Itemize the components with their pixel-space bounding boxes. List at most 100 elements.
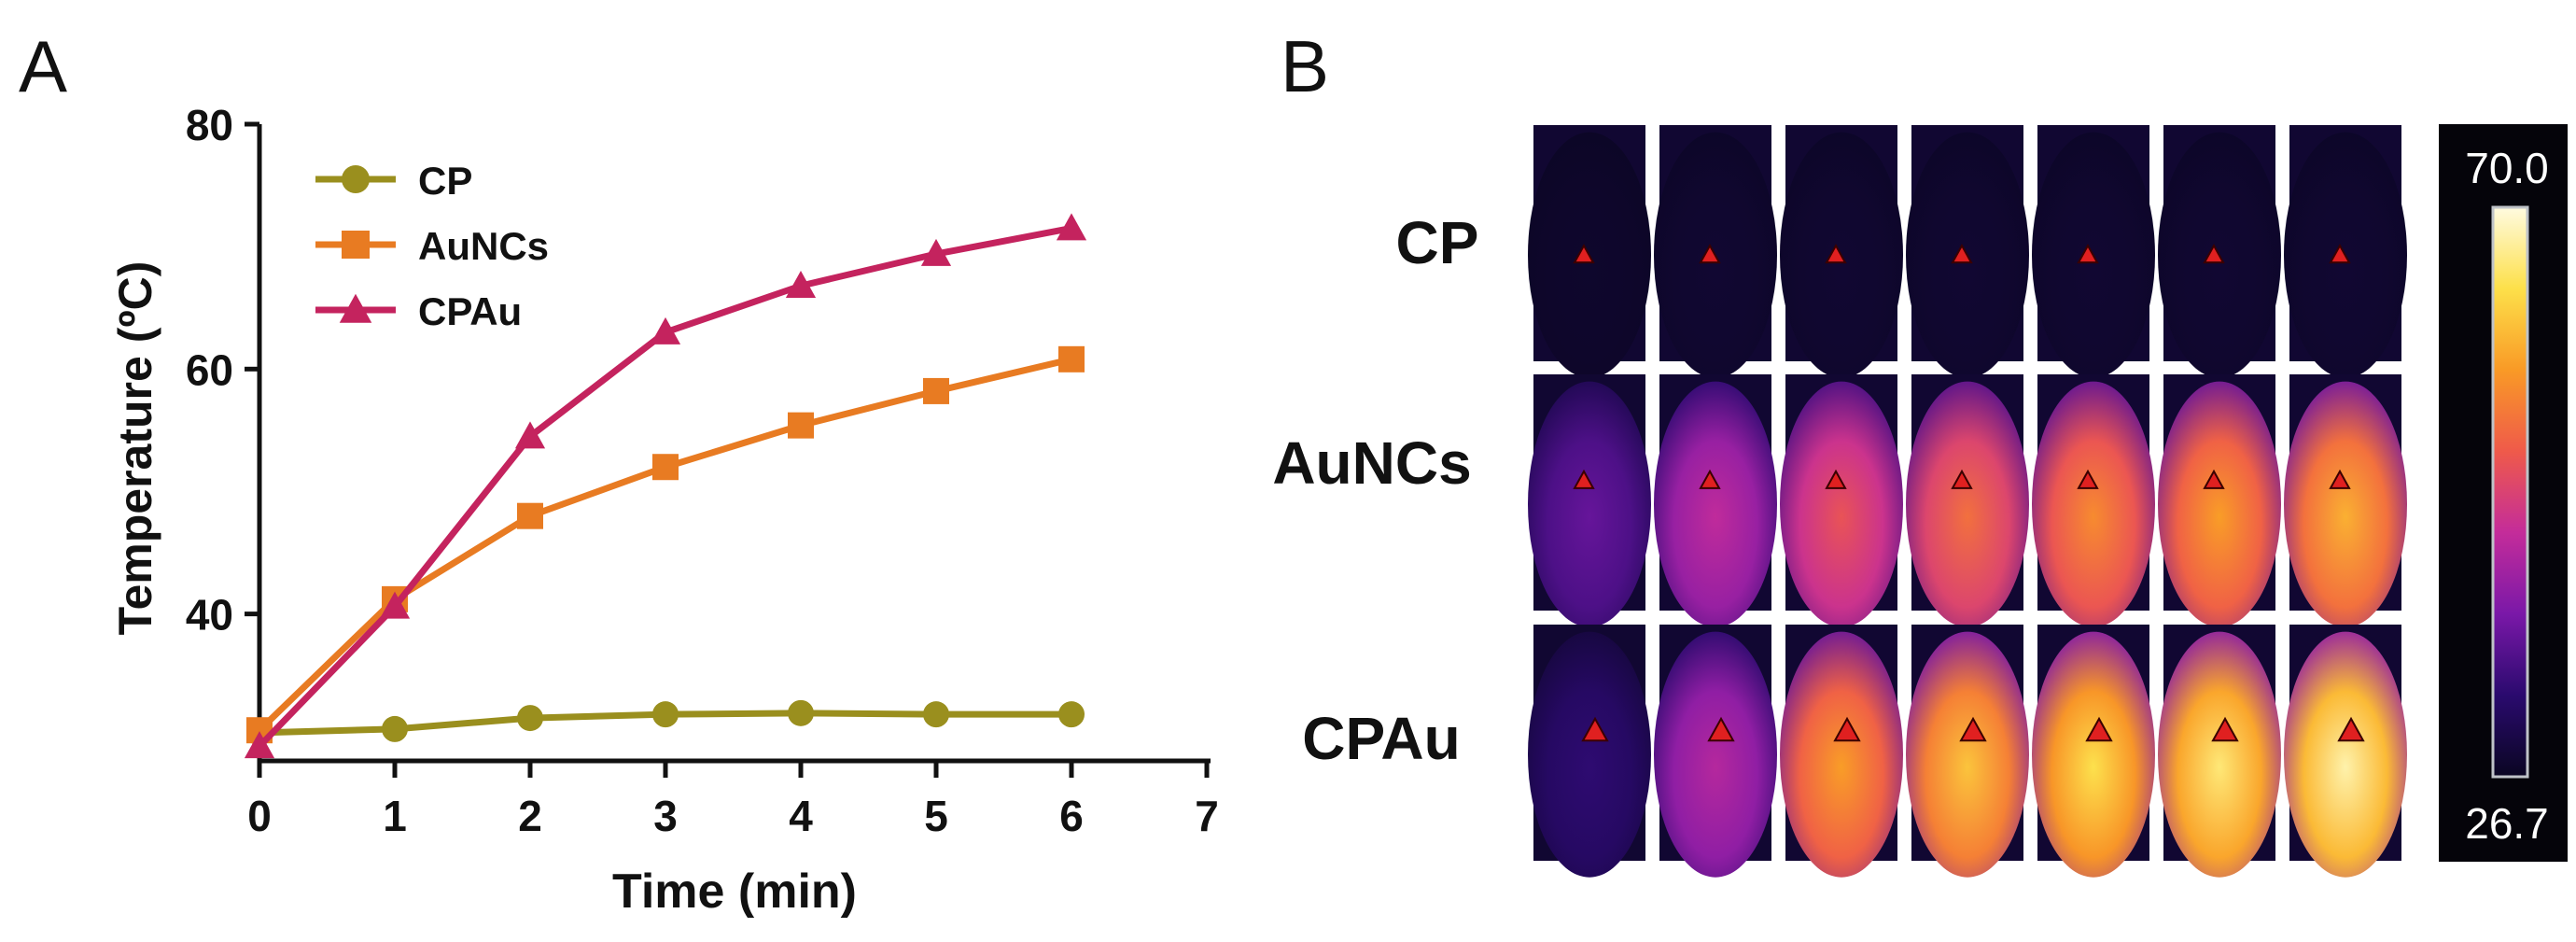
thermal-tile-cp-1 [1528,125,1651,378]
row-label-cpau: CPAu [1302,705,1460,772]
measurement-marker-icon [2077,244,2099,264]
x-tick-label: 4 [789,792,813,840]
x-tick-label: 3 [653,792,678,840]
heat-spot [1654,381,1777,627]
heat-spot [1528,381,1651,627]
row-label-cp: CP [1396,209,1479,276]
measurement-marker-icon [1581,716,1609,742]
thermal-tile-cp-2 [1654,125,1777,378]
colorbar-max-label: 70.0 [2465,144,2549,192]
measurement-marker-icon [2329,469,2351,489]
x-tick-label: 6 [1059,792,1084,840]
data-point-auncs [923,377,949,404]
data-point-auncs [1058,345,1085,373]
heat-spot [2032,631,2155,878]
measurement-marker-icon [1951,244,1973,264]
y-tick-label: 80 [186,101,233,149]
measurement-marker-icon [1951,469,1973,489]
panel-a-label: A [19,25,67,107]
data-point-cpau [785,271,817,299]
x-ticks: 0 1 2 3 4 5 6 7 [247,761,1219,840]
thermal-tile-cp-4 [1906,125,2029,378]
y-tick-label: 40 [186,591,233,640]
measurement-marker-icon [2211,716,2239,742]
panel-b-label: B [1281,25,1329,107]
legend-label-auncs: AuNCs [418,224,549,268]
row-label-auncs: AuNCs [1272,429,1471,497]
heat-spot [1906,631,2029,878]
thermal-tile-auncs-1 [1528,374,1651,627]
data-point-cpau [920,238,952,266]
heat-spot [2284,381,2407,627]
x-tick-label: 7 [1195,792,1219,840]
thermal-tile-cpau-4 [1906,625,2029,878]
heat-spot [2032,381,2155,627]
data-point-cp [1058,701,1085,728]
heat-spot [1528,631,1651,878]
thermal-tiles [1528,125,2407,878]
x-tick-label: 2 [518,792,542,840]
thermal-tile-cp-5 [2032,125,2155,378]
thermal-tile-auncs-5 [2032,374,2155,627]
measurement-marker-icon [1959,716,1987,742]
legend-label-cpau: CPAu [418,289,522,333]
measurement-marker-icon [1707,716,1735,742]
data-point-cpau [1056,213,1087,241]
thermal-tile-cp-6 [2158,125,2281,378]
measurement-marker-icon [2203,244,2225,264]
heat-spot [2158,631,2281,878]
thermal-tile-auncs-7 [2284,374,2407,627]
measurement-marker-icon [1699,469,1721,489]
thermal-tile-cpau-5 [2032,625,2155,878]
measurement-marker-icon [1699,244,1721,264]
data-point-cp [788,699,814,726]
line-chart: 40 60 80 0 1 2 3 4 5 6 7 Time (min) Temperature (… [109,101,1219,919]
x-tick-label: 1 [383,792,407,840]
data-point-cp [923,701,949,728]
legend-marker-auncs [342,231,370,259]
data-point-cp [652,701,679,728]
series-line-auncs [257,356,1072,733]
colorbar-gradient [2491,205,2529,779]
measurement-marker-icon [2203,469,2225,489]
thermal-tile-cpau-3 [1780,625,1903,878]
series-cp [246,699,1085,746]
measurement-marker-icon [2085,716,2113,742]
thermal-tile-auncs-4 [1906,374,2029,627]
heat-spot [1906,381,2029,627]
thermal-tile-cp-3 [1780,125,1903,378]
legend-marker-cp [342,165,370,193]
y-tick-label: 60 [186,345,233,394]
thermal-tile-cpau-6 [2158,625,2281,878]
heat-spot [1780,381,1903,627]
x-tick-label: 0 [247,792,272,840]
heat-spot [1654,631,1777,878]
thermal-tile-cpau-1 [1528,625,1651,878]
data-point-auncs [517,502,543,529]
thermal-image-panel: CP AuNCs CPAu 70.0 26.7 [1272,124,2568,878]
series-auncs [246,345,1085,744]
heat-spot [2284,631,2407,878]
heat-spot [1780,631,1903,878]
thermal-tile-auncs-6 [2158,374,2281,627]
x-tick-label: 5 [924,792,948,840]
legend-marker-cpau [339,293,372,323]
data-point-cp [382,715,408,742]
legend: CP AuNCs CPAu [315,159,549,333]
thermal-tile-cpau-2 [1654,625,1777,878]
measurement-marker-icon [2337,716,2365,742]
measurement-marker-icon [1573,469,1595,489]
thermal-tile-cp-7 [2284,125,2407,378]
colorbar-min-label: 26.7 [2465,799,2549,848]
y-axis-label: Temperature (ºC) [109,261,161,636]
data-point-cpau [650,316,681,344]
measurement-marker-icon [2329,244,2351,264]
data-point-auncs [652,454,679,481]
measurement-marker-icon [1825,469,1847,489]
data-point-cp [517,705,543,732]
x-axis-label: Time (min) [612,865,857,919]
data-point-cpau [244,731,275,759]
thermal-tile-auncs-3 [1780,374,1903,627]
